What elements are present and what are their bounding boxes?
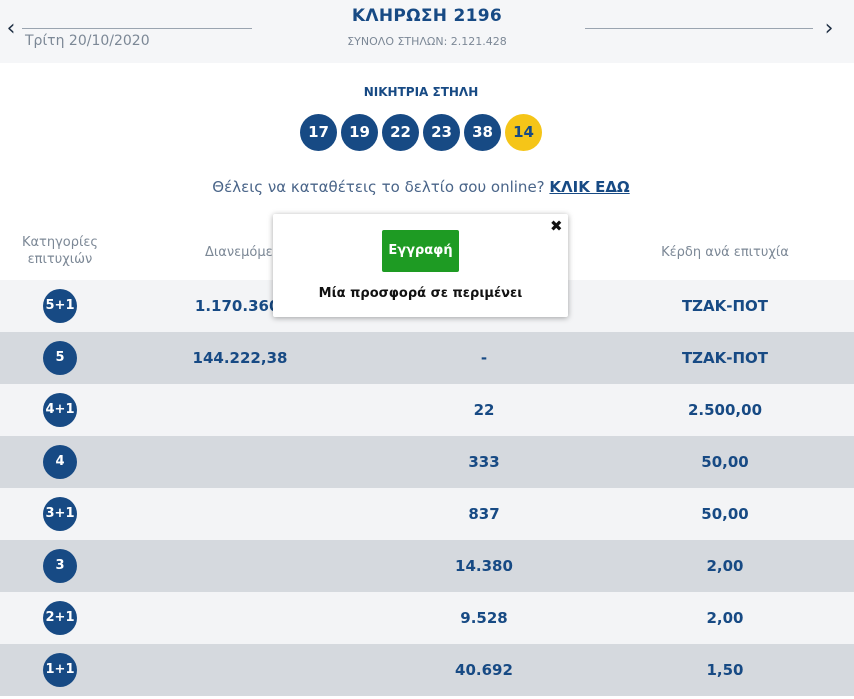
table-header: Κατηγορίες επιτυχιών Διανεμόμεν Κέρδη αν… bbox=[0, 226, 854, 284]
distributed-amount bbox=[140, 436, 340, 488]
joker-ball: 14 bbox=[505, 114, 542, 151]
category-badge: 4 bbox=[43, 445, 77, 479]
distributed-amount bbox=[140, 488, 340, 540]
winners-count: 837 bbox=[468, 505, 500, 523]
prize-amount: 1,50 bbox=[706, 661, 744, 679]
winners-count: 40.692 bbox=[455, 661, 513, 679]
chevron-right-icon[interactable]: › bbox=[824, 16, 834, 41]
number-ball: 19 bbox=[341, 114, 378, 151]
table-row: 2+1 9.528 2,00 bbox=[0, 592, 854, 644]
distributed-amount bbox=[140, 592, 340, 644]
draw-title: ΚΛΗΡΩΣΗ 2196 bbox=[351, 6, 503, 26]
header-prize: Κέρδη ανά επιτυχία bbox=[661, 245, 789, 260]
table-row: 3+1 837 50,00 bbox=[0, 488, 854, 540]
prize-amount: ΤΖΑΚ-ΠΟΤ bbox=[681, 349, 769, 367]
number-ball: 23 bbox=[423, 114, 460, 151]
winners-count: 14.380 bbox=[455, 557, 513, 575]
table-row: 5 144.222,38 - ΤΖΑΚ-ΠΟΤ bbox=[0, 332, 854, 384]
distributed-amount bbox=[140, 540, 340, 592]
number-ball: 38 bbox=[464, 114, 501, 151]
category-badge: 3 bbox=[43, 549, 77, 583]
offer-popup: ✖ Εγγραφή Μία προσφορά σε περιμένει bbox=[273, 214, 568, 317]
distributed-amount bbox=[140, 384, 340, 436]
winners-count: 22 bbox=[473, 401, 495, 419]
category-badge: 5+1 bbox=[43, 289, 77, 323]
category-badge: 3+1 bbox=[43, 497, 77, 531]
total-columns: ΣΥΝΟΛΟ ΣΤΗΛΩΝ: 2.121.428 bbox=[347, 35, 507, 48]
header-divider-left bbox=[22, 28, 252, 29]
winning-column-label: ΝΙΚΗΤΡΙΑ ΣΤΗΛΗ bbox=[363, 85, 479, 99]
category-badge: 1+1 bbox=[43, 653, 77, 687]
distributed-amount bbox=[140, 644, 340, 696]
winners-count: 333 bbox=[468, 453, 500, 471]
table-row: 1+1 40.692 1,50 bbox=[0, 644, 854, 696]
online-promo-text: Θέλεις να καταθέτεις το δελτίο σου onlin… bbox=[212, 178, 545, 196]
prize-amount: 50,00 bbox=[701, 505, 749, 523]
number-ball: 22 bbox=[382, 114, 419, 151]
winners-count: - bbox=[480, 349, 488, 367]
prize-amount: 2,00 bbox=[706, 609, 744, 627]
offer-text: Μία προσφορά σε περιμένει bbox=[318, 286, 523, 301]
draw-date: Τρίτη 20/10/2020 bbox=[25, 33, 150, 49]
distributed-amount: 144.222,38 bbox=[192, 349, 288, 367]
distributed-amount: 1.170.360, bbox=[194, 297, 286, 315]
table-row: 4+1 22 2.500,00 bbox=[0, 384, 854, 436]
table-row: 4 333 50,00 bbox=[0, 436, 854, 488]
number-ball: 17 bbox=[300, 114, 337, 151]
prize-amount: ΤΖΑΚ-ΠΟΤ bbox=[681, 297, 769, 315]
winners-count: 9.528 bbox=[460, 609, 508, 627]
category-badge: 5 bbox=[43, 341, 77, 375]
category-badge: 2+1 bbox=[43, 601, 77, 635]
header-category: Κατηγορίες επιτυχιών bbox=[21, 235, 99, 267]
online-promo: Θέλεις να καταθέτεις το δελτίο σου onlin… bbox=[0, 178, 842, 196]
header-distributed: Διανεμόμεν bbox=[205, 245, 280, 260]
prize-amount: 2.500,00 bbox=[687, 401, 763, 419]
register-button[interactable]: Εγγραφή bbox=[382, 230, 459, 272]
prize-amount: 2,00 bbox=[706, 557, 744, 575]
close-icon[interactable]: ✖ bbox=[550, 217, 563, 235]
draw-header: ‹ Τρίτη 20/10/2020 ΚΛΗΡΩΣΗ 2196 ΣΥΝΟΛΟ Σ… bbox=[0, 0, 854, 63]
category-badge: 4+1 bbox=[43, 393, 77, 427]
winning-numbers: 17 19 22 23 38 14 bbox=[300, 114, 550, 152]
prize-amount: 50,00 bbox=[701, 453, 749, 471]
header-divider-right bbox=[585, 28, 813, 29]
click-here-link[interactable]: ΚΛΙΚ ΕΔΩ bbox=[549, 178, 630, 196]
chevron-left-icon[interactable]: ‹ bbox=[6, 16, 16, 41]
table-row: 3 14.380 2,00 bbox=[0, 540, 854, 592]
